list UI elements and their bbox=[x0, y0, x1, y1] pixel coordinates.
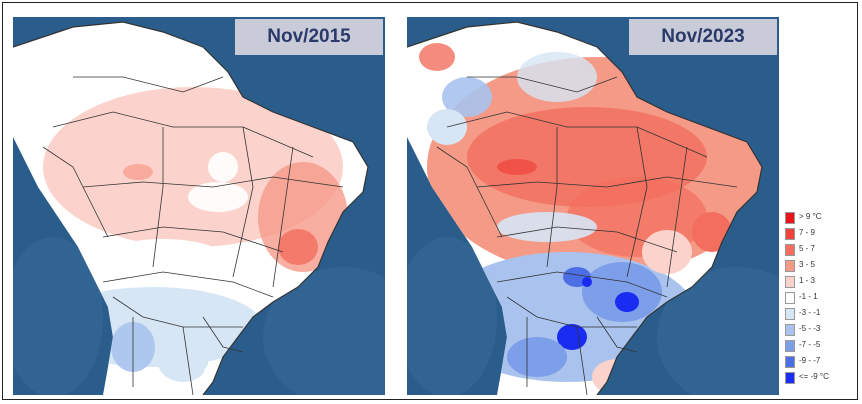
map-panel-nov-2023: Nov/2023 bbox=[407, 17, 779, 395]
legend-swatch bbox=[785, 292, 795, 304]
map-nov-2023 bbox=[407, 17, 779, 395]
legend-label: -1 - 1 bbox=[799, 292, 818, 301]
legend-swatch bbox=[785, 340, 795, 352]
legend-label: 5 - 7 bbox=[799, 244, 816, 253]
legend-label: -3 - -1 bbox=[799, 308, 821, 317]
panel-title-nov-2015: Nov/2015 bbox=[235, 19, 383, 55]
panel-title-nov-2023: Nov/2023 bbox=[629, 19, 777, 55]
legend-item: 7 - 9 bbox=[785, 227, 855, 241]
legend-swatch bbox=[785, 228, 795, 240]
legend-swatch bbox=[785, 244, 795, 256]
legend-item: -1 - 1 bbox=[785, 291, 855, 305]
legend-label: 1 - 3 bbox=[799, 276, 816, 285]
legend-item: 3 - 5 bbox=[785, 259, 855, 273]
legend-item: 5 - 7 bbox=[785, 243, 855, 257]
map-nov-2015 bbox=[13, 17, 385, 395]
legend-swatch bbox=[785, 212, 795, 224]
legend-item: 1 - 3 bbox=[785, 275, 855, 289]
legend-label: 3 - 5 bbox=[799, 260, 816, 269]
map-panel-nov-2015: Nov/2015 bbox=[13, 17, 385, 395]
legend-item: -9 - -7 bbox=[785, 355, 855, 369]
legend-item: <= -9 °C bbox=[785, 371, 855, 385]
legend-item: -5 - -3 bbox=[785, 323, 855, 337]
legend-label: -5 - -3 bbox=[799, 324, 821, 333]
legend-swatch bbox=[785, 276, 795, 288]
legend-label: -9 - -7 bbox=[799, 356, 821, 365]
legend-swatch bbox=[785, 260, 795, 272]
legend-item: -3 - -1 bbox=[785, 307, 855, 321]
legend-swatch bbox=[785, 356, 795, 368]
color-legend: > 9 °C 7 - 9 5 - 7 3 - 5 1 - 3 -1 - 1 -3 - -1 -… bbox=[785, 211, 855, 391]
legend-label: <= -9 °C bbox=[799, 372, 829, 381]
legend-label: > 9 °C bbox=[799, 212, 822, 221]
legend-swatch bbox=[785, 372, 795, 384]
legend-item: > 9 °C bbox=[785, 211, 855, 225]
legend-label: -7 - -5 bbox=[799, 340, 821, 349]
legend-item: -7 - -5 bbox=[785, 339, 855, 353]
figure-frame: Nov/2015 bbox=[2, 2, 858, 400]
legend-swatch bbox=[785, 324, 795, 336]
legend-label: 7 - 9 bbox=[799, 228, 816, 237]
legend-swatch bbox=[785, 308, 795, 320]
